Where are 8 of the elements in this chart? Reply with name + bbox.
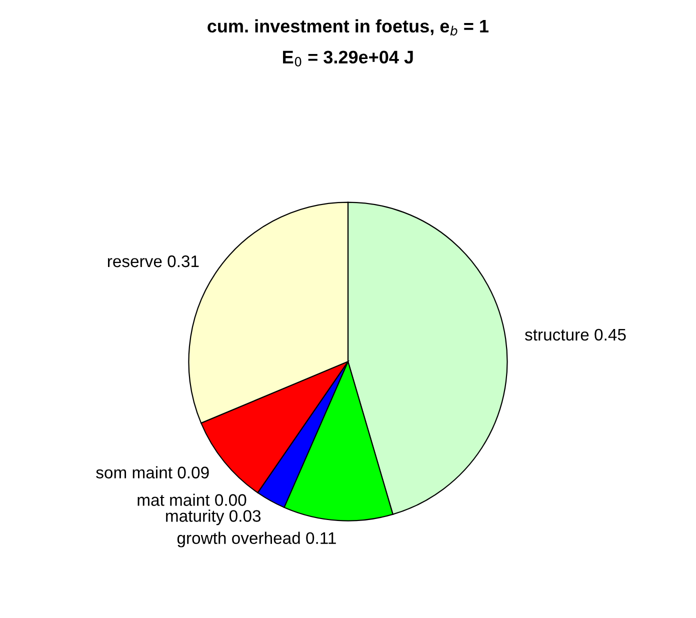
category-label: mat maint 0.00 [138, 494, 246, 506]
chart-title: cum. investment in foetus, e$_{b}$ = 1 [208, 19, 488, 36]
chart-subtitle: E$_{0}$ = 3.29e+04 J [283, 50, 413, 66]
slice-label: maturity 0.03 [166, 510, 261, 526]
slice-label: structure 0.45 [525, 328, 626, 341]
slice-label: reserve 0.31 [108, 255, 199, 268]
slice-label: growth overhead 0.11 [177, 532, 336, 548]
slice-label: som maint 0.09 [96, 466, 209, 478]
